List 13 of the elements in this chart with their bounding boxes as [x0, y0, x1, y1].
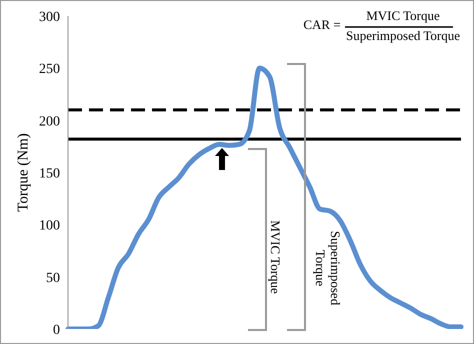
annotation: MVIC Torque — [366, 8, 440, 23]
y-tick-label: 150 — [39, 166, 60, 182]
y-tick-label: 300 — [39, 10, 60, 25]
y-tick-label: 200 — [39, 114, 60, 130]
annotation: MVIC Torque — [268, 220, 283, 294]
y-tick-label: 250 — [39, 62, 60, 78]
y-tick-label: 100 — [39, 218, 60, 234]
annotation: Superimposed Torque — [313, 230, 343, 306]
annotation: Superimposed Torque — [346, 28, 460, 43]
y-axis-title: Torque (Nm) — [15, 133, 32, 212]
y-tick-label: 50 — [46, 270, 60, 286]
y-tick-label: 0 — [53, 322, 60, 338]
annotation: CAR = — [303, 17, 341, 32]
